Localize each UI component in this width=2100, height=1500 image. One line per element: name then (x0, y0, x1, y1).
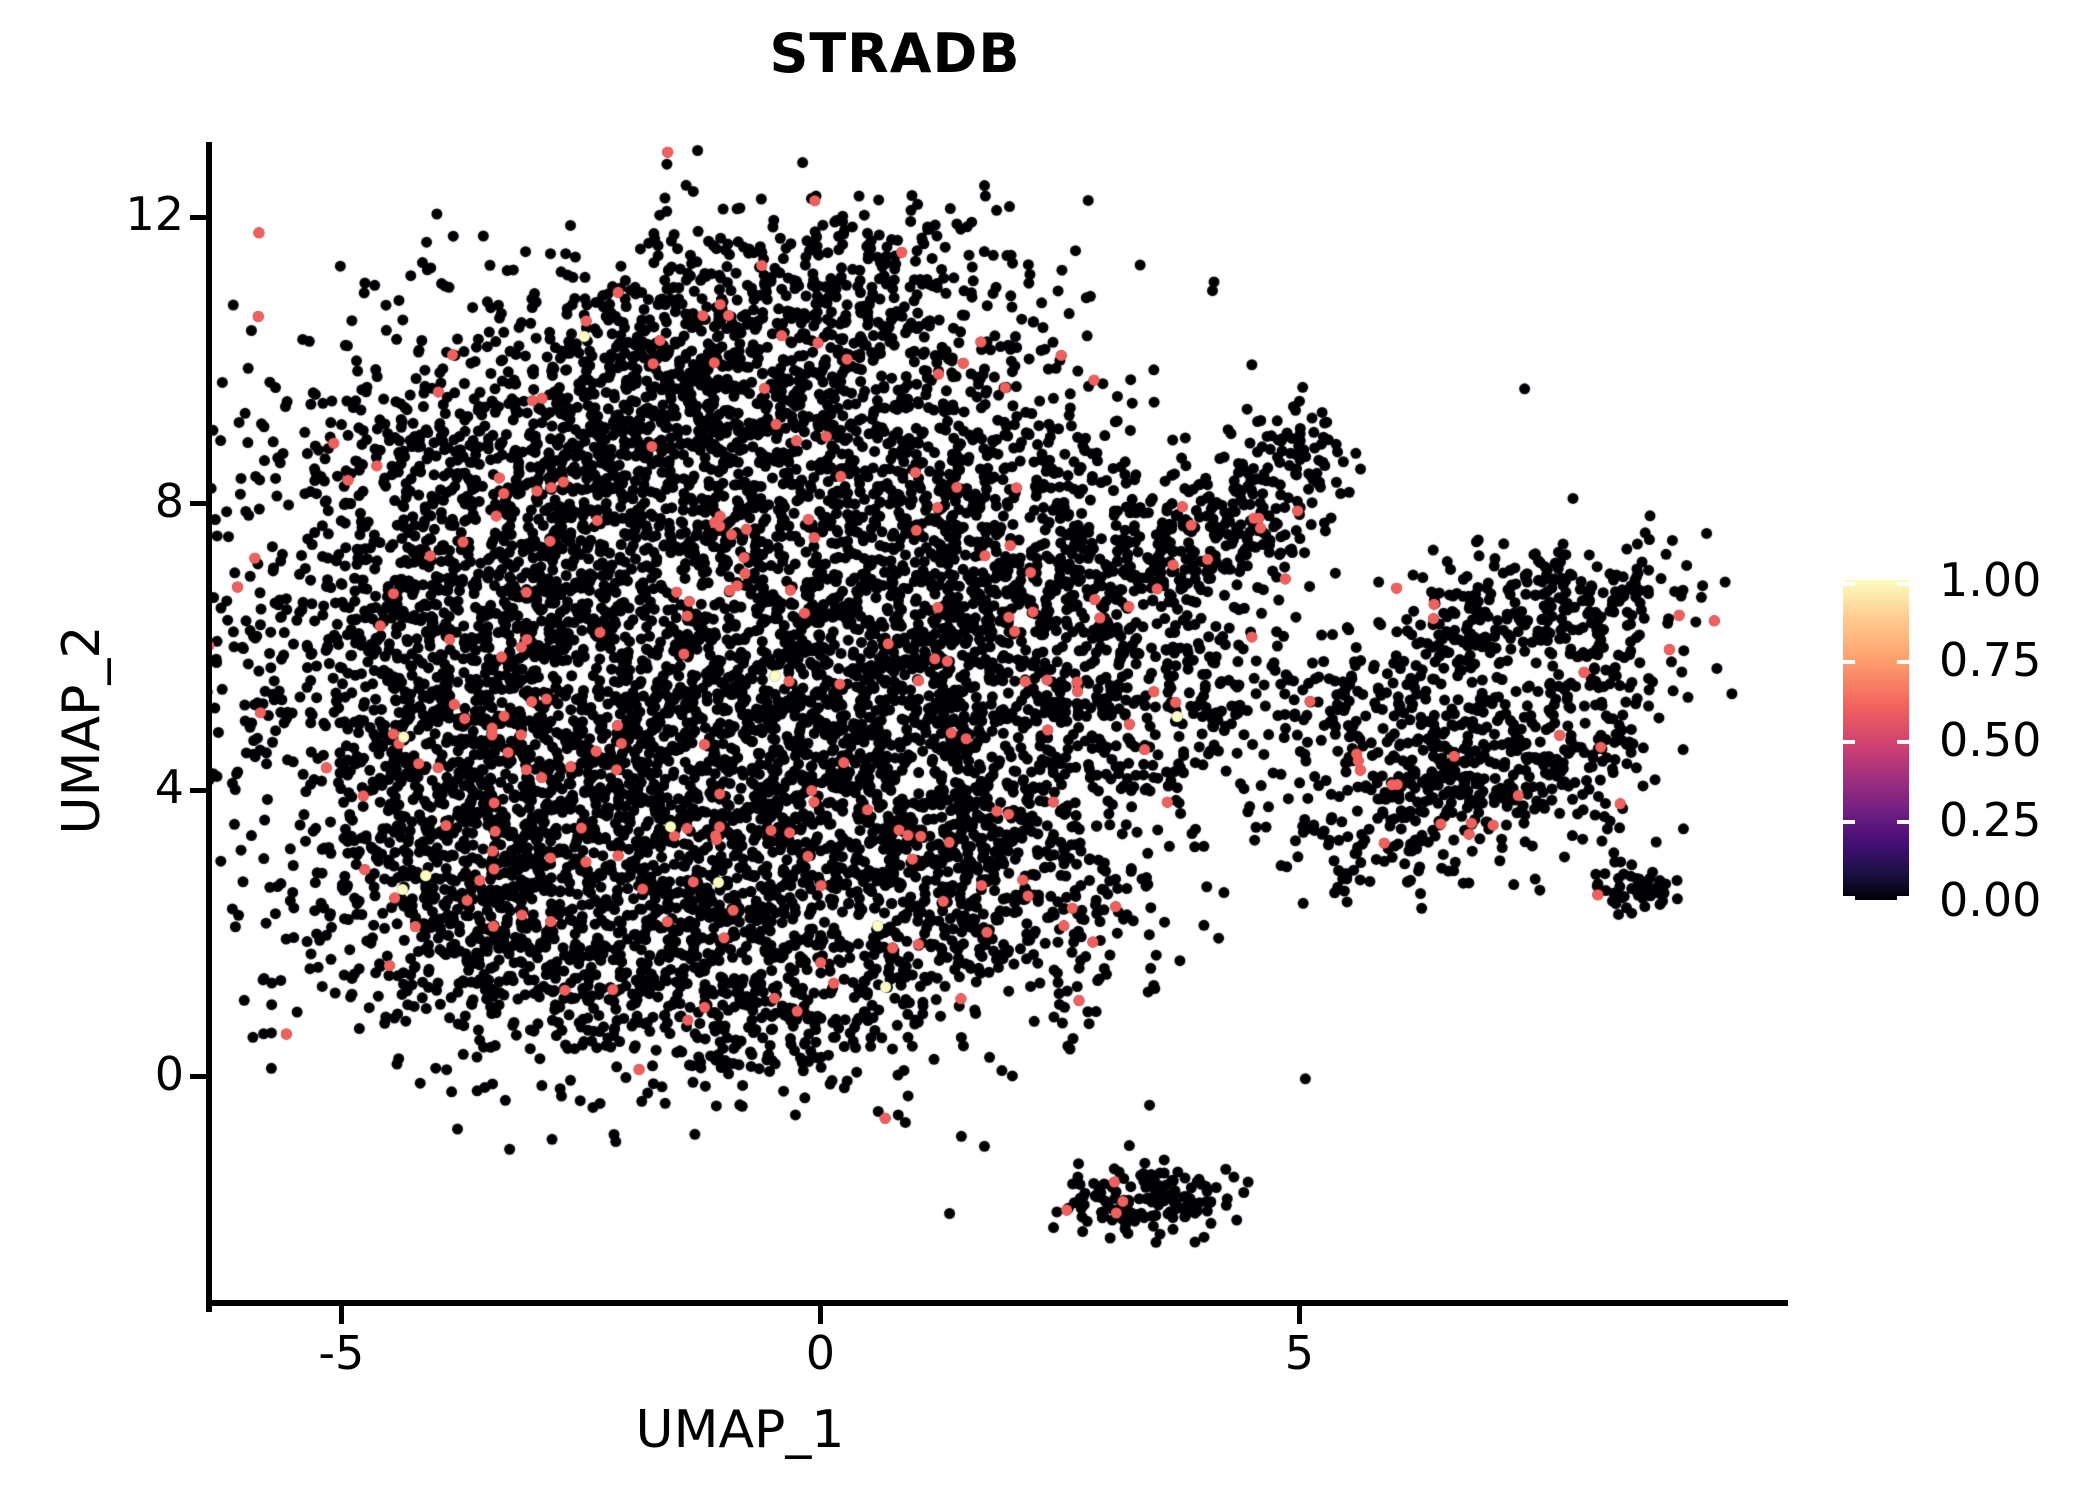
y-tick-mark (190, 501, 206, 507)
x-tick-label: 0 (805, 1326, 835, 1380)
colorbar-tick-label: 0.00 (1939, 873, 2042, 927)
x-axis-label: UMAP_1 (635, 1400, 845, 1460)
x-tick-mark (338, 1306, 344, 1324)
y-tick-mark (190, 787, 206, 793)
y-tick-mark (190, 1074, 206, 1080)
page-title: STRADB (769, 22, 1021, 85)
x-tick-label: -5 (318, 1326, 365, 1380)
scatter-plot-points (212, 142, 1788, 1306)
x-tick-mark (817, 1306, 823, 1324)
colorbar-tick-mark (1897, 896, 1909, 900)
colorbar-tick-mark (1843, 582, 1855, 586)
colorbar-tick-mark (1897, 820, 1909, 824)
colorbar-tick-mark (1897, 740, 1909, 744)
colorbar-tick-label: 1.00 (1939, 553, 2042, 607)
colorbar-tick-mark (1843, 740, 1855, 744)
x-tick-mark (1296, 1306, 1302, 1324)
x-axis-spine (206, 1300, 1788, 1306)
colorbar-tick-label: 0.75 (1939, 633, 2042, 687)
colorbar-tick-mark (1843, 820, 1855, 824)
colorbar-tick-mark (1897, 660, 1909, 664)
colorbar: 1.00 0.75 0.50 0.25 0.00 (1843, 557, 2093, 923)
colorbar-tick-mark (1843, 660, 1855, 664)
y-tick-mark (190, 214, 206, 220)
y-tick-label: 0 (154, 1046, 184, 1101)
y-tick-label: 4 (154, 760, 184, 815)
x-tick-label: 5 (1284, 1326, 1315, 1380)
colorbar-tick-label: 0.25 (1939, 793, 2042, 847)
colorbar-tick-label: 0.50 (1939, 713, 2042, 767)
y-tick-label: 12 (125, 187, 184, 242)
colorbar-tick-mark (1843, 896, 1855, 900)
y-axis-label: UMAP_2 (52, 625, 112, 835)
colorbar-tick-mark (1897, 582, 1909, 586)
y-tick-label: 8 (154, 473, 184, 528)
y-axis-spine (206, 142, 212, 1312)
